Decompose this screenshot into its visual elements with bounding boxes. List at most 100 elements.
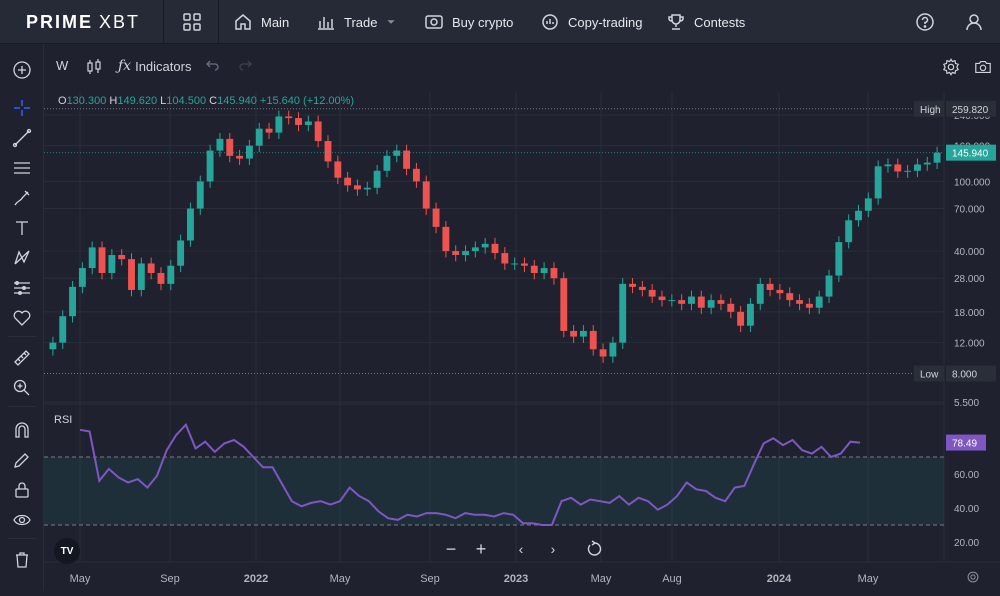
- time-axis-settings-button[interactable]: [966, 570, 980, 589]
- price-chart[interactable]: 360.000240.000160.000100.00070.00040.000…: [44, 80, 1000, 591]
- measure-lines-icon[interactable]: [10, 276, 34, 300]
- top-header: PRIME XBT Main Trade Buy crypto Copy-trad…: [0, 0, 1000, 44]
- candle-body: [904, 170, 912, 172]
- candle-body: [658, 296, 666, 301]
- legend-change: +15.640 (+12.00%): [259, 95, 355, 107]
- time-axis-label: 2024: [767, 573, 792, 585]
- screenshot-button[interactable]: [974, 58, 992, 76]
- candle-body: [609, 342, 617, 357]
- trophy-icon: [668, 14, 684, 30]
- chart-background: [44, 92, 1000, 591]
- candle-body: [746, 303, 754, 326]
- chart-area[interactable]: 360.000240.000160.000100.00070.00040.000…: [44, 80, 1000, 591]
- candle-body: [530, 265, 538, 273]
- low-label: Low: [920, 370, 939, 381]
- candle-body: [589, 330, 597, 350]
- candle-body: [226, 138, 234, 156]
- low-label-bg: [914, 365, 944, 382]
- candle-body: [933, 152, 941, 163]
- user-icon[interactable]: [964, 12, 984, 32]
- candle-body: [560, 278, 568, 331]
- copy-trading-icon: [542, 14, 558, 30]
- zoom-out-button[interactable]: −: [445, 539, 457, 559]
- zoom-in-button[interactable]: +: [475, 539, 487, 559]
- heart-icon[interactable]: [10, 306, 34, 330]
- nav-buy-crypto[interactable]: Buy crypto: [424, 0, 513, 44]
- home-icon: [235, 14, 251, 30]
- candle-body: [766, 283, 774, 290]
- grid-menu-icon[interactable]: [182, 12, 202, 32]
- indicators-button[interactable]: ƒx Indicators: [118, 58, 192, 74]
- chart-grid: [44, 83, 1000, 591]
- candle-type-button[interactable]: [86, 58, 102, 76]
- logo[interactable]: PRIME XBT: [26, 12, 141, 32]
- settings-button[interactable]: [942, 58, 960, 76]
- candle-body: [245, 145, 253, 159]
- scroll-right-button[interactable]: ›: [550, 541, 556, 557]
- drawing-toolbar: [0, 44, 44, 591]
- last-price-badge: [946, 144, 996, 161]
- scroll-left-button[interactable]: ‹: [518, 541, 524, 557]
- candle-body: [177, 240, 185, 266]
- candle-body: [285, 116, 293, 119]
- redo-icon: [239, 60, 252, 71]
- undo-button[interactable]: [206, 58, 220, 72]
- nav-contests[interactable]: Contests: [666, 0, 745, 44]
- pencil-lock-icon[interactable]: [10, 448, 34, 472]
- candle-body: [481, 243, 489, 248]
- rsi-line: [79, 422, 861, 526]
- price-axis-label: 12.000: [954, 339, 985, 350]
- rsi-band-fill: [44, 457, 944, 525]
- candle-body: [737, 311, 745, 326]
- pattern-icon[interactable]: [10, 246, 34, 270]
- candle-body: [334, 161, 342, 178]
- candle-body: [157, 272, 165, 284]
- fx-icon: ƒx: [118, 58, 132, 74]
- candle-body: [363, 187, 371, 190]
- trash-icon[interactable]: [10, 548, 34, 572]
- legend-low: 104.500: [166, 95, 207, 107]
- nav-main[interactable]: Main: [233, 0, 289, 44]
- time-axis-label: 2023: [504, 573, 528, 585]
- candle-body: [69, 286, 76, 317]
- reset-icon: [587, 540, 602, 556]
- ruler-icon[interactable]: [10, 346, 34, 370]
- tradingview-logo[interactable]: TV: [54, 538, 80, 564]
- nav-copy-trading[interactable]: Copy-trading: [540, 0, 642, 44]
- candle-body: [118, 255, 126, 260]
- candle-body: [236, 155, 244, 159]
- crosshair-icon[interactable]: [10, 96, 34, 120]
- candle-body: [727, 303, 735, 312]
- magnet-icon[interactable]: [10, 418, 34, 442]
- interval-button[interactable]: W: [56, 58, 69, 73]
- price-axis-label: 70.000: [954, 205, 985, 216]
- nav-trade[interactable]: Trade: [316, 0, 397, 44]
- candle-body: [776, 289, 784, 294]
- redo-button[interactable]: [238, 58, 252, 72]
- trend-line-icon[interactable]: [10, 126, 34, 150]
- candle-body: [501, 253, 509, 264]
- candle-body: [815, 296, 823, 308]
- reset-chart-button[interactable]: [586, 540, 604, 558]
- text-icon[interactable]: [10, 216, 34, 240]
- time-axis-label: May: [330, 573, 351, 585]
- horizontal-lines-icon[interactable]: [10, 156, 34, 180]
- low-value-bg: [946, 365, 996, 382]
- help-icon[interactable]: [915, 12, 935, 32]
- legend-open: 130.300: [66, 95, 107, 107]
- candle-body: [324, 141, 332, 162]
- lock-icon[interactable]: [10, 478, 34, 502]
- rsi-axis-label: 20.00: [954, 538, 979, 549]
- brush-icon[interactable]: [10, 186, 34, 210]
- rsi-label: RSI: [54, 414, 73, 426]
- zoom-in-icon[interactable]: [10, 376, 34, 400]
- candle-body: [78, 268, 86, 287]
- candle-body: [697, 296, 705, 308]
- axes: 360.000240.000160.000100.00070.00040.000…: [44, 80, 996, 585]
- candle-body: [717, 300, 725, 304]
- eye-icon[interactable]: [10, 508, 34, 532]
- add-icon[interactable]: [10, 58, 34, 82]
- bar-chart-icon: [318, 17, 334, 30]
- candle-body: [403, 150, 411, 169]
- candle-body: [638, 286, 646, 290]
